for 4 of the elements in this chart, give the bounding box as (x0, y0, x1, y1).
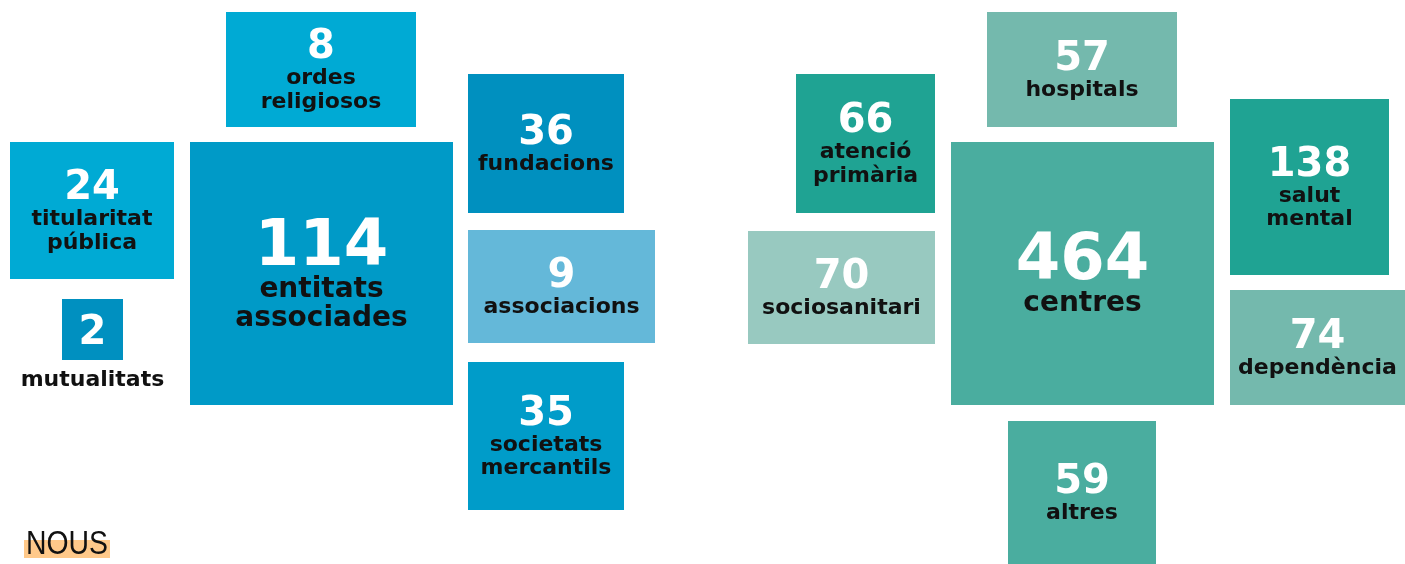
category-label: mutualitats (20, 366, 165, 391)
data-label: 2 (78, 306, 107, 353)
text: NOUS (26, 523, 125, 561)
category-label: centres (1023, 285, 1142, 319)
